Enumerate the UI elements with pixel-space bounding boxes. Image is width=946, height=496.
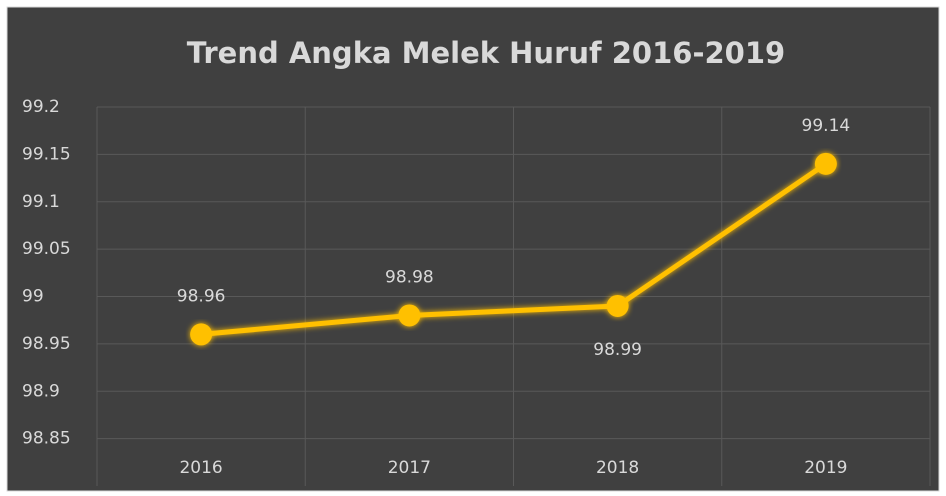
data-point [398,304,421,327]
data-point [190,323,213,346]
chart-title: Trend Angka Melek Huruf 2016-2019 [187,36,785,70]
y-tick-label: 98.9 [22,381,60,401]
y-tick-label: 99.2 [22,97,60,117]
data-label: 99.14 [802,116,851,136]
y-tick-label: 99.15 [22,144,71,164]
data-label: 98.96 [177,286,226,306]
data-point [814,152,837,175]
x-tick-label: 2017 [388,458,431,478]
y-tick-label: 98.85 [22,429,71,449]
y-tick-label: 98.95 [22,334,71,354]
data-label: 98.98 [385,267,434,287]
x-tick-label: 2018 [596,458,639,478]
data-line [200,161,828,337]
y-tick-label: 99 [22,287,44,307]
x-tick-label: 2016 [179,458,222,478]
data-label: 98.99 [593,340,642,360]
y-tick-label: 99.1 [22,192,60,212]
x-tick-label: 2019 [804,458,847,478]
data-point [606,294,629,317]
y-tick-label: 99.05 [22,239,71,259]
